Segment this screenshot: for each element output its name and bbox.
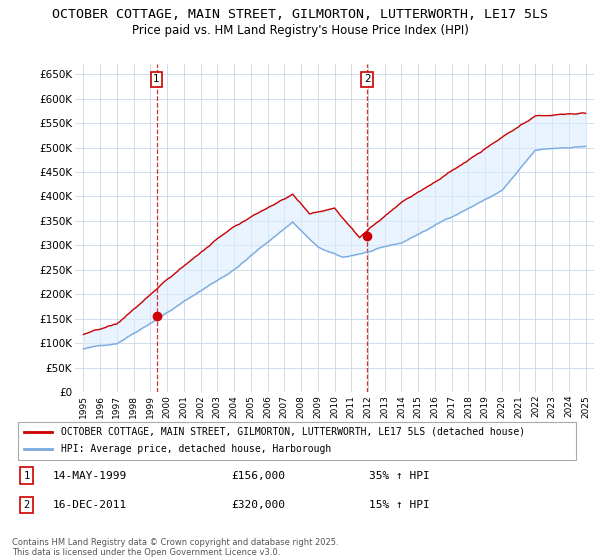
Text: 1: 1 [153,74,160,84]
Text: Price paid vs. HM Land Registry's House Price Index (HPI): Price paid vs. HM Land Registry's House … [131,24,469,36]
Text: 35% ↑ HPI: 35% ↑ HPI [369,470,430,480]
Text: 16-DEC-2011: 16-DEC-2011 [52,500,127,510]
Text: £156,000: £156,000 [231,470,285,480]
FancyBboxPatch shape [18,422,577,460]
Text: £320,000: £320,000 [231,500,285,510]
Text: OCTOBER COTTAGE, MAIN STREET, GILMORTON, LUTTERWORTH, LE17 5LS (detached house): OCTOBER COTTAGE, MAIN STREET, GILMORTON,… [61,427,525,437]
Text: 14-MAY-1999: 14-MAY-1999 [52,470,127,480]
Text: 2: 2 [23,500,29,510]
Text: Contains HM Land Registry data © Crown copyright and database right 2025.
This d: Contains HM Land Registry data © Crown c… [12,538,338,557]
Text: HPI: Average price, detached house, Harborough: HPI: Average price, detached house, Harb… [61,445,331,454]
Text: OCTOBER COTTAGE, MAIN STREET, GILMORTON, LUTTERWORTH, LE17 5LS: OCTOBER COTTAGE, MAIN STREET, GILMORTON,… [52,8,548,21]
Text: 15% ↑ HPI: 15% ↑ HPI [369,500,430,510]
Text: 1: 1 [23,470,29,480]
Text: 2: 2 [364,74,371,84]
